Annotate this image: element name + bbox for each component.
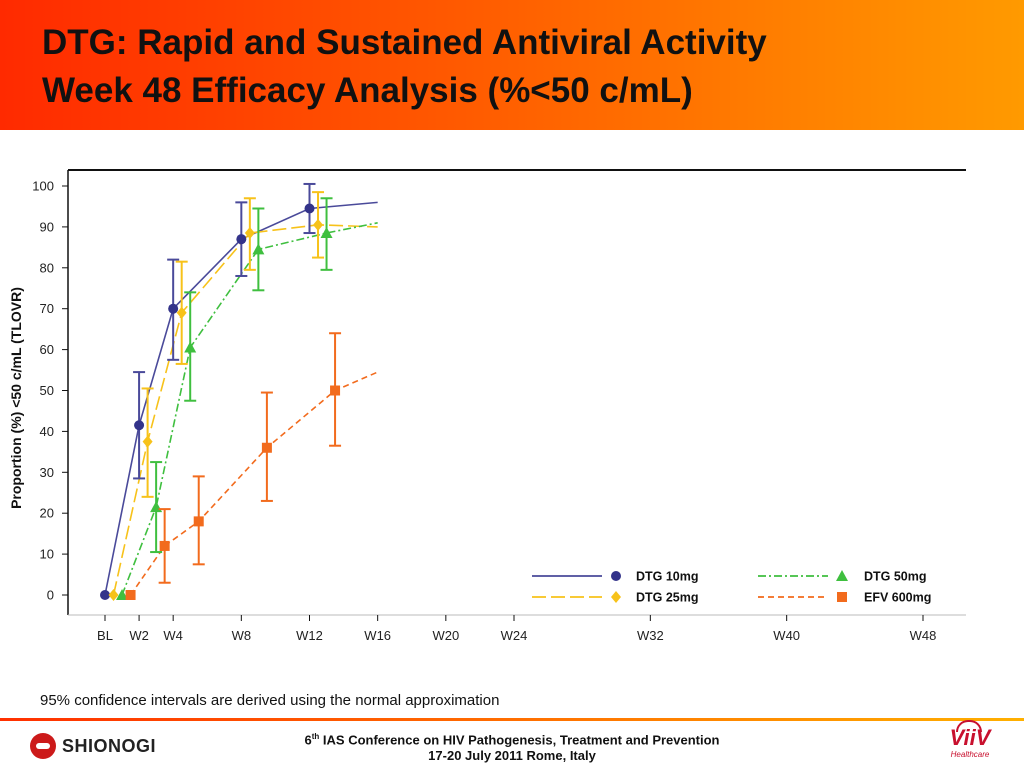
y-tick-label: 80: [40, 260, 54, 275]
conference-info: 6th IAS Conference on HIV Pathogenesis, …: [250, 729, 774, 764]
series-line-dtg-10mg: [104, 201, 378, 596]
triangle-marker: [836, 570, 848, 581]
x-tick-label: W16: [364, 628, 391, 643]
conference-name: 6th IAS Conference on HIV Pathogenesis, …: [250, 729, 774, 748]
series-line-dtg-50mg: [121, 222, 378, 596]
triangle-marker: [150, 501, 163, 513]
viiv-logo-subtext: Healthcare: [950, 750, 990, 759]
slide-subtitle: Week 48 Efficacy Analysis (%<50 c/mL): [42, 71, 693, 110]
efficacy-chart: 0 10 20 30 40 50 60 70 80 90 100 BL W2 W4 W8 W12 W16 W20 W…: [8, 169, 966, 643]
y-axis-label: Proportion (%) <50 c/mL (TLOVR): [8, 287, 24, 509]
diamond-marker: [244, 227, 255, 240]
chart-markers: [100, 182, 342, 601]
legend-label: EFV 600mg: [864, 591, 931, 605]
x-tick-label: W20: [432, 628, 459, 643]
square-marker: [837, 592, 847, 602]
legend-label: DTG 10mg: [636, 570, 699, 584]
viiv-arc-icon: [956, 720, 982, 732]
title-banner: DTG: Rapid and Sustained Antiviral Activ…: [0, 0, 1024, 130]
diamond-marker: [108, 589, 119, 601]
footer-divider: [0, 718, 1024, 721]
chart-legend: DTG 10mg DTG 50mg DTG 25mg EFV 600mg: [532, 570, 931, 605]
shionogi-logo-text: SHIONOGI: [62, 735, 157, 756]
square-marker: [193, 516, 204, 527]
circle-marker: [304, 203, 315, 214]
chart-axes: 0 10 20 30 40 50 60 70 80 90 100 BL W2 W4 W8 W12 W16 W20 W…: [32, 169, 966, 643]
x-tick-label: W24: [501, 628, 528, 643]
conference-dates: 17-20 July 2011 Rome, Italy: [428, 748, 596, 764]
legend-label: DTG 25mg: [636, 591, 699, 605]
circle-marker: [134, 420, 145, 431]
x-tick-label: W48: [910, 628, 937, 643]
triangle-marker: [252, 243, 265, 255]
slide-title: DTG: Rapid and Sustained Antiviral Activ…: [42, 23, 767, 62]
triangle-marker: [116, 589, 129, 600]
square-marker: [159, 540, 170, 551]
shionogi-mark-icon: [30, 733, 56, 759]
triangle-marker: [320, 227, 333, 239]
y-tick-label: 20: [40, 506, 54, 521]
y-tick-label: 100: [32, 179, 54, 194]
square-marker: [330, 385, 341, 396]
diamond-marker: [142, 435, 153, 448]
x-tick-label: W12: [296, 628, 323, 643]
square-marker: [125, 590, 136, 600]
x-tick-label: BL: [97, 628, 113, 643]
shionogi-logo: SHIONOGI: [30, 733, 156, 759]
diamond-marker: [313, 218, 324, 231]
circle-marker: [100, 590, 110, 600]
diamond-marker: [176, 306, 187, 319]
y-tick-label: 60: [40, 342, 54, 357]
series-line-dtg-25mg: [112, 224, 378, 596]
square-marker: [261, 442, 272, 453]
y-tick-label: 50: [40, 383, 54, 398]
y-tick-label: 70: [40, 301, 54, 316]
x-tick-label: W2: [129, 628, 149, 643]
circle-marker: [168, 303, 179, 314]
x-tick-label: W4: [163, 628, 183, 643]
y-tick-label: 10: [40, 547, 54, 562]
x-tick-label: W8: [232, 628, 252, 643]
x-tick-label: W40: [773, 628, 800, 643]
conference-title: IAS Conference on HIV Pathogenesis, Trea…: [319, 732, 720, 748]
conference-ordinal: 6: [304, 732, 312, 748]
y-tick-label: 0: [47, 588, 54, 603]
circle-marker: [236, 234, 247, 245]
chart-series-lines: [104, 201, 378, 596]
y-tick-label: 90: [40, 219, 54, 234]
viiv-logo: ViiV Healthcare: [944, 720, 996, 759]
diamond-marker: [611, 591, 621, 603]
triangle-marker: [184, 341, 197, 353]
footnote: 95% confidence intervals are derived usi…: [40, 692, 500, 709]
y-tick-label: 30: [40, 465, 54, 480]
y-tick-label: 40: [40, 424, 54, 439]
series-line-efv-600mg: [129, 371, 378, 596]
circle-marker: [611, 571, 621, 581]
x-tick-label: W32: [637, 628, 664, 643]
conference-ordinal-suffix: th: [311, 732, 320, 741]
legend-label: DTG 50mg: [864, 570, 927, 584]
